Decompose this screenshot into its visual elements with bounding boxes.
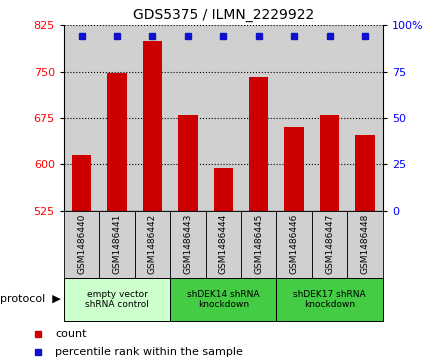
Text: GSM1486443: GSM1486443 [183,214,192,274]
Text: GSM1486440: GSM1486440 [77,214,86,274]
Bar [284,127,304,211]
Text: GSM1486444: GSM1486444 [219,214,228,274]
Text: protocol  ▶: protocol ▶ [0,294,60,305]
Bar [135,211,170,278]
Bar [64,278,170,321]
Bar [99,211,135,278]
Text: GSM1486442: GSM1486442 [148,214,157,274]
Text: GSM1486441: GSM1486441 [113,214,121,274]
Bar [143,41,162,211]
Text: GSM1486445: GSM1486445 [254,214,263,274]
Bar [249,77,268,211]
Title: GDS5375 / ILMN_2229922: GDS5375 / ILMN_2229922 [133,8,314,22]
Text: percentile rank within the sample: percentile rank within the sample [55,347,243,357]
Bar [241,211,276,278]
Bar [347,25,383,211]
Bar [205,211,241,278]
Bar [99,25,135,211]
Bar [64,211,99,278]
Bar [276,25,312,211]
Bar [241,25,276,211]
Bar [356,135,375,211]
Text: shDEK14 shRNA
knockdown: shDEK14 shRNA knockdown [187,290,260,309]
Text: GSM1486447: GSM1486447 [325,214,334,274]
Bar [312,25,347,211]
Text: GSM1486448: GSM1486448 [360,214,370,274]
Bar [213,168,233,211]
Bar [312,211,347,278]
Bar [135,25,170,211]
Text: shDEK17 shRNA
knockdown: shDEK17 shRNA knockdown [293,290,366,309]
Text: empty vector
shRNA control: empty vector shRNA control [85,290,149,309]
Text: GSM1486446: GSM1486446 [290,214,299,274]
Bar [347,211,383,278]
Text: count: count [55,329,87,339]
Bar [170,25,205,211]
Bar [170,278,276,321]
Bar [170,211,205,278]
Bar [178,115,198,211]
Bar [276,211,312,278]
Bar [107,73,127,211]
Bar [64,25,99,211]
Bar [72,155,91,211]
Bar [320,115,339,211]
Bar [276,278,383,321]
Bar [205,25,241,211]
